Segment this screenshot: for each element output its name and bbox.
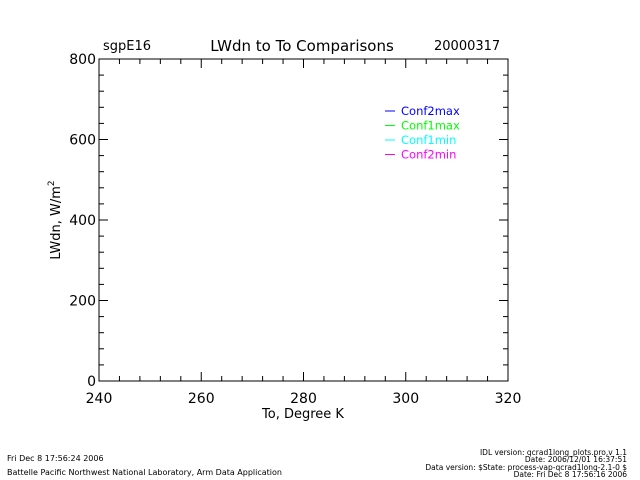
y-tick-label: 200 xyxy=(69,294,96,310)
site-label: sgpE16 xyxy=(103,39,151,54)
y-tick-label: 400 xyxy=(69,213,96,229)
x-axis-ticks xyxy=(98,59,509,381)
footer-idl-date: Date: 2006/12/01 16:37:51 xyxy=(525,455,627,464)
footer-data-version: Data version: $State: process-vap-qcrad1… xyxy=(425,463,627,472)
x-tick-label: 280 xyxy=(290,391,317,407)
y-axis-label-text: LWdn, W/m xyxy=(49,186,64,260)
legend-label-conf1max: Conf1max xyxy=(401,119,460,133)
legend-label-conf2max: Conf2max xyxy=(401,104,460,118)
y-axis-ticks xyxy=(99,58,508,382)
footer-timestamp: Fri Dec 8 17:56:24 2006 xyxy=(7,454,104,463)
y-tick-label: 600 xyxy=(69,133,96,149)
x-tick-label: 260 xyxy=(188,391,215,407)
x-tick-label: 320 xyxy=(495,391,522,407)
x-tick-label: 240 xyxy=(86,391,113,407)
x-axis-label: To, Degree K xyxy=(261,407,344,422)
footer-idl-version: IDL version: qcrad1long_plots.pro,v 1.1 xyxy=(480,448,627,457)
chart-title: LWdn to To Comparisons xyxy=(210,37,394,55)
legend-label-conf1min: Conf1min xyxy=(401,133,456,147)
legend-label-conf2min: Conf2min xyxy=(401,148,456,162)
x-axis-tick-labels: 240 260 280 300 320 xyxy=(86,391,522,407)
y-tick-label: 800 xyxy=(69,52,96,68)
y-tick-label: 0 xyxy=(87,374,96,390)
y-axis-tick-labels: 0 200 400 600 800 xyxy=(69,52,96,390)
x-tick-label: 300 xyxy=(392,391,419,407)
footer-institution: Battelle Pacific Northwest National Labo… xyxy=(7,468,282,477)
date-label: 20000317 xyxy=(434,39,500,54)
y-axis-label-group: LWdn, W/m2 xyxy=(47,180,64,259)
y-axis-label: LWdn, W/m2 xyxy=(47,180,64,259)
footer-data-date: Date: Fri Dec 8 17:56:16 2006 xyxy=(514,470,628,479)
y-axis-label-superscript: 2 xyxy=(47,180,57,186)
